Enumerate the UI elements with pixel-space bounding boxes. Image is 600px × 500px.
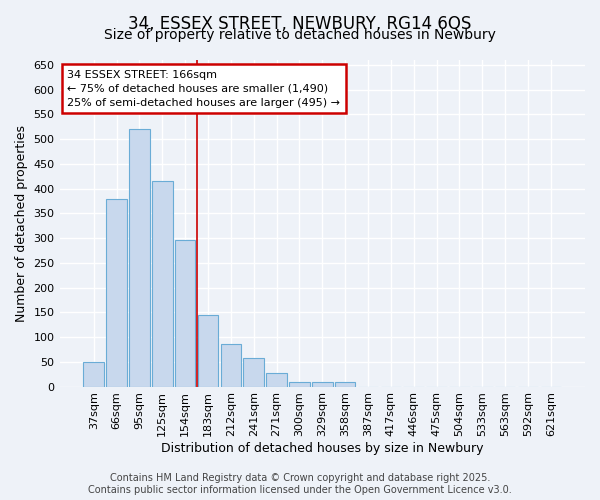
Bar: [106, 198, 127, 386]
Bar: [266, 372, 287, 386]
Bar: [198, 315, 218, 386]
Y-axis label: Number of detached properties: Number of detached properties: [15, 125, 28, 322]
X-axis label: Distribution of detached houses by size in Newbury: Distribution of detached houses by size …: [161, 442, 484, 455]
Bar: [129, 130, 150, 386]
Text: Contains HM Land Registry data © Crown copyright and database right 2025.
Contai: Contains HM Land Registry data © Crown c…: [88, 474, 512, 495]
Bar: [221, 344, 241, 386]
Bar: [312, 382, 332, 386]
Bar: [83, 362, 104, 386]
Bar: [152, 181, 173, 386]
Text: 34 ESSEX STREET: 166sqm
← 75% of detached houses are smaller (1,490)
25% of semi: 34 ESSEX STREET: 166sqm ← 75% of detache…: [67, 70, 340, 108]
Text: Size of property relative to detached houses in Newbury: Size of property relative to detached ho…: [104, 28, 496, 42]
Text: 34, ESSEX STREET, NEWBURY, RG14 6QS: 34, ESSEX STREET, NEWBURY, RG14 6QS: [128, 15, 472, 33]
Bar: [335, 382, 355, 386]
Bar: [244, 358, 264, 386]
Bar: [175, 240, 196, 386]
Bar: [289, 382, 310, 386]
